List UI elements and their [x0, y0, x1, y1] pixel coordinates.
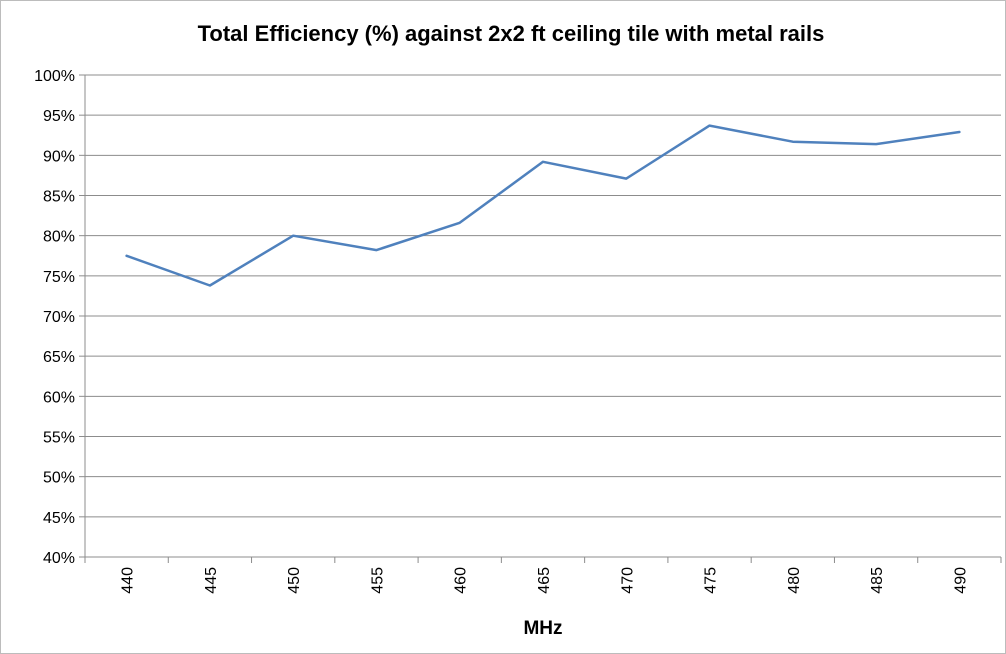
y-tick-labels: 40% 45% 50% 55% 60% 65% 70% 75% 80% 85% 90% 95% 100% [34, 68, 75, 567]
y-tick-label: 75% [43, 269, 75, 286]
x-tick-label: 440 [120, 567, 137, 594]
y-tick-label: 50% [43, 470, 75, 487]
y-tick-label: 55% [43, 430, 75, 447]
x-tick-label: 470 [619, 567, 636, 594]
gridlines [85, 74, 1001, 518]
x-tick-label: 485 [869, 567, 886, 594]
x-tick-label: 460 [453, 567, 470, 594]
axes [79, 74, 1002, 563]
y-tick-label: 100% [34, 68, 75, 85]
x-axis-label: MHz [523, 618, 562, 639]
x-tick-label: 455 [369, 567, 386, 594]
x-tick-label: 490 [952, 567, 969, 594]
x-tick-label: 480 [786, 567, 803, 594]
x-tick-label: 450 [286, 567, 303, 594]
x-tick-label: 465 [536, 567, 553, 594]
y-tick-label: 40% [43, 550, 75, 567]
x-tick-labels: 440 445 450 455 460 465 470 475 480 485 490 [120, 567, 970, 594]
y-tick-label: 80% [43, 229, 75, 246]
y-tick-label: 65% [43, 349, 75, 366]
y-tick-label: 45% [43, 510, 75, 527]
y-tick-label: 70% [43, 309, 75, 326]
chart-title: Total Efficiency (%) against 2x2 ft ceil… [198, 21, 825, 46]
y-tick-label: 95% [43, 108, 75, 125]
y-tick-label: 90% [43, 148, 75, 165]
series-line [125, 124, 961, 287]
series-layer [125, 124, 961, 287]
x-tick-label: 445 [203, 567, 220, 594]
x-tick-label: 475 [703, 567, 720, 594]
y-tick-label: 60% [43, 389, 75, 406]
y-tick-label: 85% [43, 189, 75, 206]
